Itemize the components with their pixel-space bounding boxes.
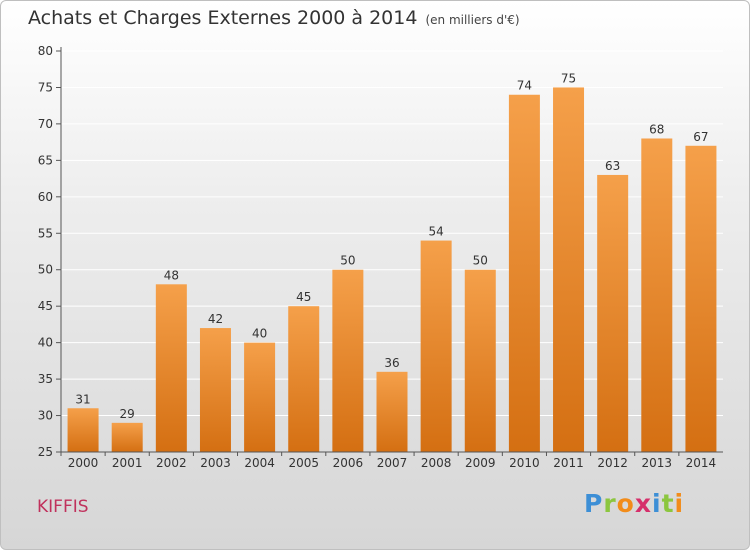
unit-label: (en milliers d'€)	[425, 13, 520, 27]
y-tick-label: 40	[38, 336, 53, 350]
data-label: 31	[75, 392, 90, 406]
logo-letter: P	[584, 489, 604, 518]
x-tick-label: 2006	[333, 456, 364, 470]
x-tick-label: 2014	[686, 456, 717, 470]
data-label: 48	[164, 268, 179, 282]
x-tick-label: 2003	[200, 456, 231, 470]
x-tick-label: 2008	[421, 456, 452, 470]
logo-letter: t	[661, 489, 675, 518]
x-tick-label: 2001	[112, 456, 143, 470]
bar-2000	[67, 408, 99, 452]
x-tick-label: 2012	[597, 456, 628, 470]
y-tick-label: 50	[38, 263, 53, 277]
logo-letter: x	[634, 489, 652, 518]
bar-2001	[111, 422, 143, 452]
logo-letter: o	[616, 489, 635, 518]
bar-2006	[332, 269, 364, 452]
bar-2013	[641, 138, 673, 452]
data-label: 67	[693, 130, 708, 144]
bar-2007	[376, 371, 408, 452]
y-tick-label: 30	[38, 409, 53, 423]
bar-2008	[420, 240, 452, 452]
data-label: 50	[473, 254, 488, 268]
data-label: 54	[428, 225, 443, 239]
bar-2005	[288, 306, 320, 452]
y-tick-label: 80	[38, 44, 53, 58]
y-tick-label: 25	[38, 445, 53, 459]
bar-2009	[464, 269, 496, 452]
x-tick-label: 2011	[553, 456, 584, 470]
x-tick-label: 2005	[288, 456, 319, 470]
commune-name: KIFFIS	[37, 497, 89, 517]
proxiti-logo: Proxiti	[584, 489, 684, 518]
x-tick-label: 2002	[156, 456, 187, 470]
y-tick-label: 75	[38, 80, 53, 94]
logo-letter: i	[674, 489, 685, 518]
bar-2012	[597, 174, 629, 453]
data-label: 68	[649, 122, 664, 136]
logo-letter: i	[652, 489, 662, 518]
bar-2014	[685, 145, 717, 453]
axes: 25 30 35 40 45 50 55 60 65 70 75 80 2000 2001 2002 2003…	[38, 44, 723, 470]
y-tick-label: 70	[38, 117, 53, 131]
y-tick-label: 55	[38, 226, 53, 240]
x-tick-label: 2004	[244, 456, 275, 470]
x-tick-label: 2009	[465, 456, 496, 470]
data-label: 42	[208, 312, 223, 326]
x-tick-label: 2000	[68, 456, 99, 470]
bar-2010	[508, 94, 540, 452]
y-tick-label: 35	[38, 372, 53, 386]
bars: 31 29 48 42 40 45 50 36 54 50 74 75 63 68 67	[67, 71, 717, 453]
data-label: 75	[561, 71, 576, 85]
bar-2002	[155, 284, 187, 452]
data-label: 40	[252, 327, 267, 341]
bar-2011	[553, 87, 585, 453]
y-tick-label: 45	[38, 299, 53, 313]
data-label: 29	[120, 407, 135, 421]
x-tick-label: 2010	[509, 456, 540, 470]
chart-title: Achats et Charges Externes 2000 à 2014 (e…	[28, 7, 520, 29]
x-tick-label: 2013	[642, 456, 673, 470]
data-label: 50	[340, 254, 355, 268]
y-tick-label: 60	[38, 190, 53, 204]
bar-2004	[244, 342, 276, 452]
logo-letter: r	[603, 489, 617, 518]
data-label: 45	[296, 290, 311, 304]
bar-2003	[199, 328, 231, 452]
data-label: 63	[605, 159, 620, 173]
data-label: 36	[384, 356, 399, 370]
x-tick-label: 2007	[377, 456, 408, 470]
data-label: 74	[517, 79, 532, 93]
y-tick-label: 65	[38, 153, 53, 167]
chart-title-text: Achats et Charges Externes 2000 à 2014	[28, 7, 418, 29]
